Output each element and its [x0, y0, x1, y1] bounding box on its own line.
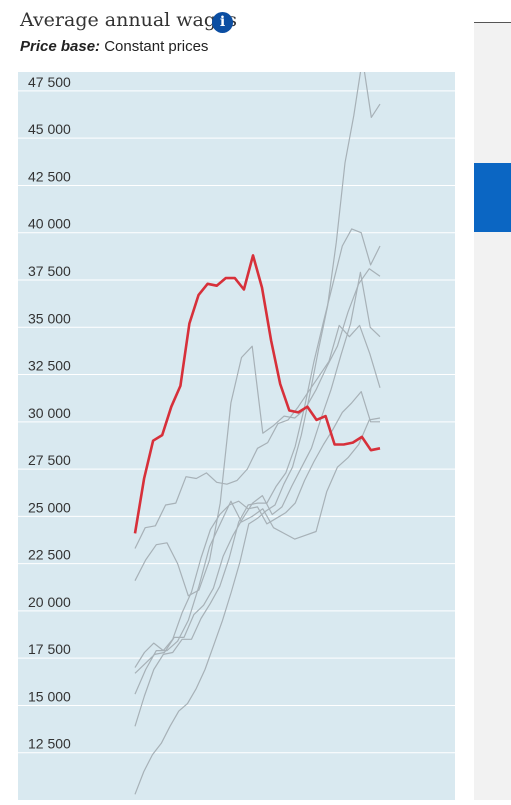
- y-tick-label: 15 000: [28, 688, 71, 704]
- series-line-s3[interactable]: [134, 228, 381, 727]
- side-panel: [474, 0, 511, 800]
- y-tick-label: 22 500: [28, 547, 71, 563]
- y-tick-label: 40 000: [28, 216, 71, 232]
- series-line-highlighted[interactable]: [133, 254, 381, 534]
- price-base-label: Price base:: [20, 38, 101, 55]
- plot-area: 12 500 15 000 17 500 20 000 22 500 25 000 27 5…: [18, 58, 455, 800]
- y-tick-label: 30 000: [28, 405, 71, 421]
- y-tick-label: 37 500: [28, 263, 71, 279]
- info-icon[interactable]: i: [212, 12, 233, 33]
- y-tick-label: 45 000: [28, 121, 71, 137]
- y-tick-label: 27 500: [28, 452, 71, 468]
- series-line-s7[interactable]: [134, 268, 381, 597]
- side-panel-active-tab[interactable]: [474, 163, 511, 232]
- y-tick-label: 17 500: [28, 641, 71, 657]
- side-panel-header: [474, 0, 511, 23]
- price-base-subtitle: Price base: Constant prices: [20, 38, 208, 55]
- page-title: Average annual wages: [20, 9, 238, 31]
- series-line-s4[interactable]: [134, 271, 381, 674]
- y-tick-label: 12 500: [28, 736, 71, 752]
- y-tick-label: 25 000: [28, 499, 71, 515]
- y-tick-label: 35 000: [28, 310, 71, 326]
- y-tick-label: 32 500: [28, 358, 71, 374]
- y-tick-label: 42 500: [28, 168, 71, 184]
- y-tick-label: 47 500: [28, 74, 71, 90]
- price-base-value: Constant prices: [104, 38, 209, 55]
- series-line-s5[interactable]: [134, 391, 380, 668]
- y-tick-label: 20 000: [28, 594, 71, 610]
- series-line-s8[interactable]: [134, 324, 381, 549]
- series-line-s6[interactable]: [134, 417, 381, 695]
- series-line-s2[interactable]: [134, 58, 381, 795]
- line-chart: 12 500 15 000 17 500 20 000 22 500 25 000 27 5…: [18, 58, 455, 795]
